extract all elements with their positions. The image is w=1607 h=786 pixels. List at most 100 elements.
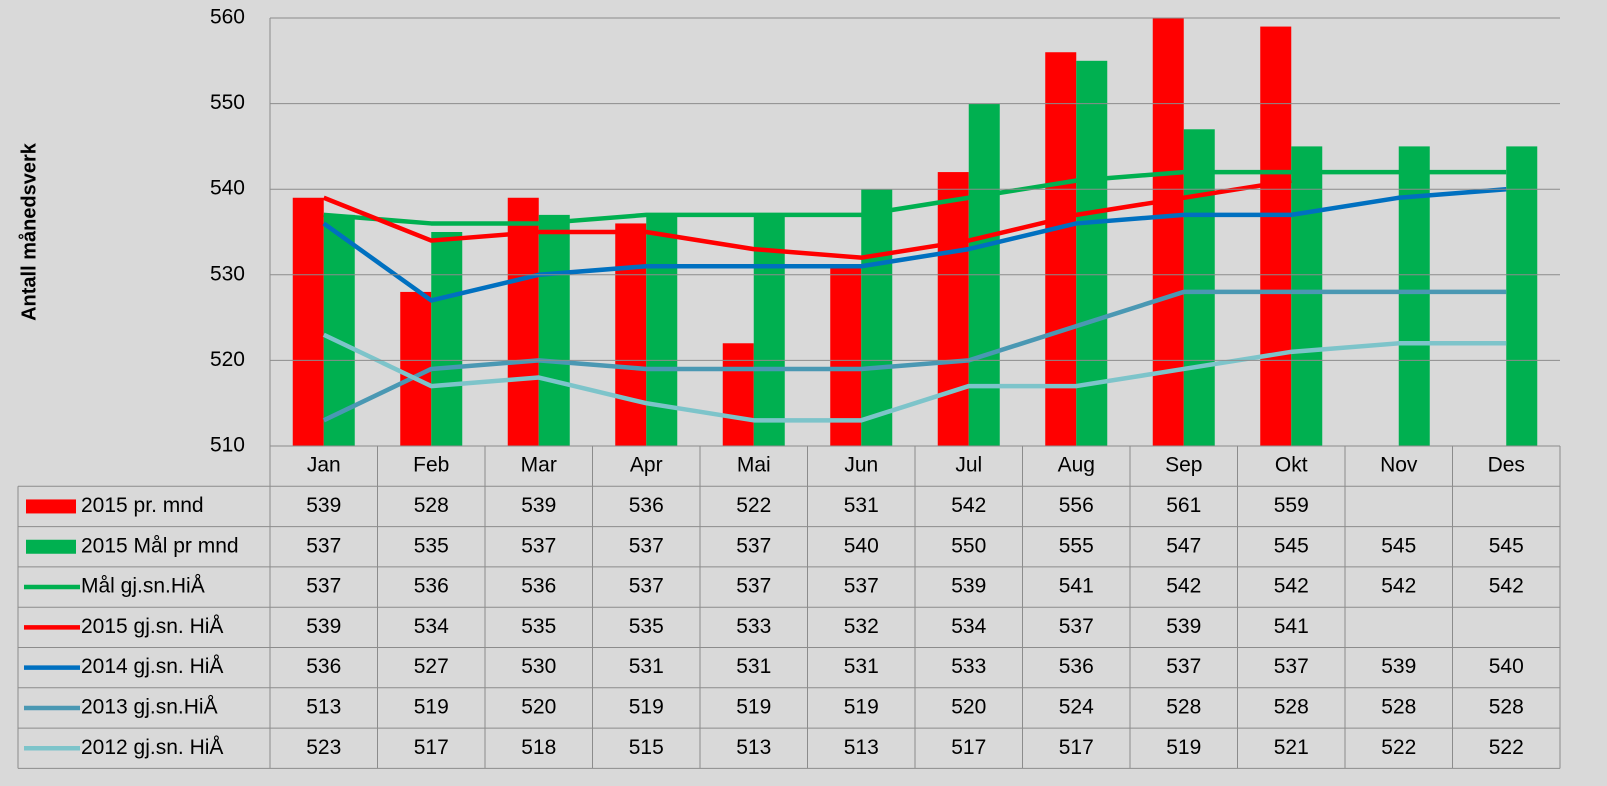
table-value: 531 [629,655,664,678]
x-tick-label: Aug [1058,454,1095,477]
table-value: 550 [951,534,986,557]
legend-label: Mål gj.sn.HiÅ [81,575,205,598]
bar [937,172,969,446]
table-value: 537 [736,575,771,598]
legend-label: 2013 gj.sn.HiÅ [81,695,218,718]
table-value: 528 [1381,695,1416,718]
y-tick-label: 530 [210,262,245,285]
table-value: 523 [306,736,341,759]
line-series [322,332,1507,423]
table-value: 537 [629,575,664,598]
table-value: 537 [521,534,556,557]
table-value: 528 [1166,695,1201,718]
table-value: 536 [521,575,556,598]
table-value: 527 [414,655,449,678]
y-tick-label: 550 [210,91,245,114]
table-value: 545 [1274,534,1309,557]
table-value: 539 [1381,655,1416,678]
table-value: 519 [736,695,771,718]
table-value: 535 [629,615,664,638]
table-value: 534 [951,615,986,638]
table-value: 556 [1059,494,1094,517]
y-tick-label: 540 [210,177,245,200]
table-value: 540 [844,534,879,557]
x-tick-label: Apr [630,454,663,477]
table-value: 545 [1381,534,1416,557]
table-value: 537 [306,575,341,598]
table-value: 537 [844,575,879,598]
table-value: 524 [1059,695,1094,718]
table-value: 541 [1059,575,1094,598]
table-value: 542 [1381,575,1416,598]
table-value: 519 [1166,736,1201,759]
table-value: 519 [414,695,449,718]
legend-key [26,539,76,554]
table-value: 555 [1059,534,1094,557]
table-value: 535 [521,615,556,638]
table-value: 532 [844,615,879,638]
bar [1506,146,1538,446]
table-value: 536 [629,494,664,517]
table-value: 517 [414,736,449,759]
table-value: 539 [306,615,341,638]
table-value: 537 [629,534,664,557]
table-value: 513 [844,736,879,759]
line-series [322,178,1292,260]
x-tick-label: Jul [955,454,982,477]
table-value: 542 [951,494,986,517]
table-value: 515 [629,736,664,759]
y-tick-label: 560 [210,6,245,29]
table-value: 521 [1274,736,1309,759]
x-tick-label: Jun [844,454,878,477]
table-value: 542 [1274,575,1309,598]
table-value: 559 [1274,494,1309,517]
table-value: 520 [951,695,986,718]
table-value: 517 [951,736,986,759]
table-value: 536 [414,575,449,598]
table-value: 513 [736,736,771,759]
bar [1183,129,1215,446]
table-value: 519 [629,695,664,718]
bar [1076,60,1108,446]
bar [1291,146,1323,446]
line-series [322,289,1507,423]
legend-label: 2015 Mål pr mnd [81,534,239,557]
table-value: 530 [521,655,556,678]
table-value: 542 [1166,575,1201,598]
table-value: 517 [1059,736,1094,759]
plot-area [292,18,1538,446]
table-value: 536 [306,655,341,678]
bar [615,223,647,446]
table-value: 518 [521,736,556,759]
table-value: 531 [736,655,771,678]
bar [292,197,324,446]
table-value: 528 [1274,695,1309,718]
bar [1260,26,1292,446]
table-value: 533 [951,655,986,678]
table-value: 542 [1489,575,1524,598]
legend-key [26,499,76,514]
table-value: 545 [1489,534,1524,557]
table-value: 531 [844,655,879,678]
bar [1045,52,1077,446]
table-value: 534 [414,615,449,638]
line-series [322,186,1507,303]
table-value: 539 [951,575,986,598]
x-tick-label: Jan [307,454,341,477]
table-value: 537 [306,534,341,557]
bar [722,343,754,446]
x-tick-label: Mai [737,454,771,477]
bar [1398,146,1430,446]
table-value: 535 [414,534,449,557]
table-value: 539 [1166,615,1201,638]
table-value: 522 [1381,736,1416,759]
table-value: 522 [736,494,771,517]
x-tick-label: Sep [1165,454,1202,477]
table-value: 540 [1489,655,1524,678]
line-series [323,169,1507,226]
table-value: 539 [306,494,341,517]
x-tick-label: Des [1488,454,1525,477]
bar [646,214,678,446]
